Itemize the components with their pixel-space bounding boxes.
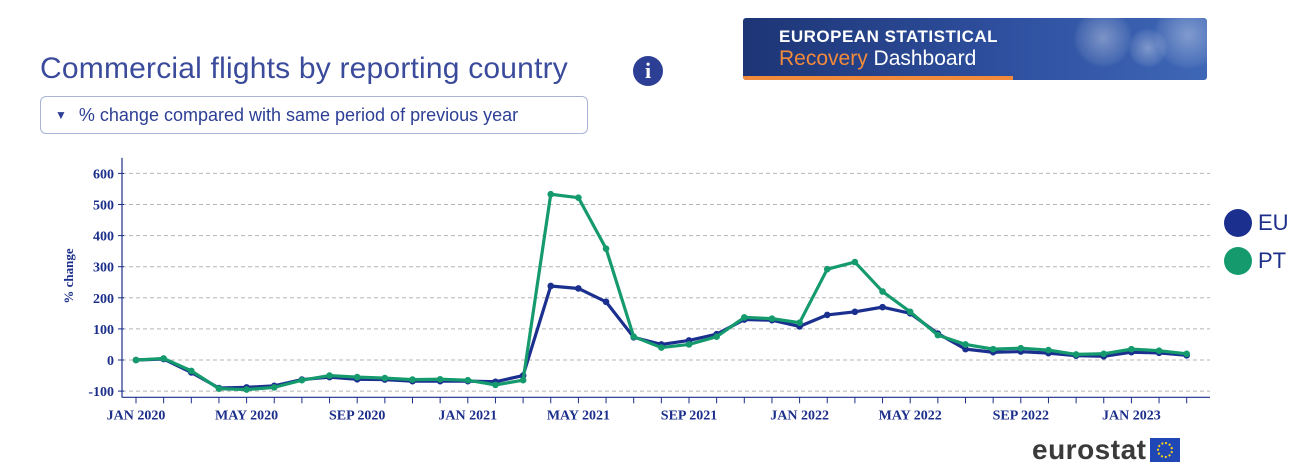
- x-tick-label: SEP 2020: [329, 408, 385, 423]
- data-point-pt[interactable]: [188, 367, 195, 375]
- virus-decoration-icon: [1128, 28, 1168, 68]
- y-tick-label: 400: [93, 230, 114, 245]
- data-point-eu[interactable]: [575, 285, 582, 292]
- legend: EU PT: [1224, 204, 1289, 280]
- data-point-pt[interactable]: [1045, 346, 1052, 354]
- page-title: Commercial flights by reporting country: [40, 52, 568, 85]
- data-point-pt[interactable]: [270, 384, 278, 391]
- data-point-eu[interactable]: [823, 311, 831, 319]
- legend-dot-icon: [1224, 247, 1252, 275]
- banner-stripe: [743, 76, 1013, 80]
- info-icon[interactable]: i: [633, 56, 663, 86]
- data-point-pt[interactable]: [989, 345, 997, 353]
- x-tick-label: JAN 2022: [770, 408, 829, 423]
- data-point-pt[interactable]: [1128, 345, 1135, 353]
- data-point-pt[interactable]: [962, 341, 969, 348]
- data-point-pt[interactable]: [160, 355, 167, 362]
- data-point-pt[interactable]: [326, 372, 333, 379]
- data-point-pt[interactable]: [823, 265, 831, 273]
- grid-lines: [122, 172, 1210, 392]
- dashboard-banner[interactable]: EUROPEAN STATISTICAL Recovery Dashboard: [743, 18, 1207, 80]
- data-point-eu[interactable]: [602, 298, 610, 306]
- banner-line1: EUROPEAN STATISTICAL: [779, 27, 999, 46]
- legend-label-pt: PT: [1258, 248, 1287, 273]
- data-point-pt[interactable]: [1155, 347, 1163, 354]
- virus-decoration-icon: [1073, 18, 1133, 68]
- x-tick-label: JAN 2021: [438, 408, 497, 423]
- data-point-pt[interactable]: [353, 373, 361, 381]
- data-point-pt[interactable]: [464, 376, 472, 384]
- data-point-pt[interactable]: [768, 315, 776, 322]
- data-point-pt[interactable]: [1100, 350, 1108, 358]
- data-point-eu[interactable]: [879, 303, 886, 311]
- dropdown-selected-value: % change compared with same period of pr…: [78, 104, 519, 125]
- data-point-eu[interactable]: [851, 308, 859, 316]
- x-tick-label: SEP 2022: [993, 408, 1049, 423]
- indicator-dropdown[interactable]: ▼ % change compared with same period of …: [40, 96, 588, 134]
- data-point-pt[interactable]: [796, 319, 803, 326]
- banner-line2: Recovery Dashboard: [779, 47, 976, 71]
- data-point-pt[interactable]: [1183, 350, 1190, 358]
- data-point-pt[interactable]: [132, 356, 140, 364]
- data-point-pt[interactable]: [851, 258, 859, 266]
- y-tick-label: 0: [107, 354, 114, 369]
- y-axis-label: % change: [61, 248, 76, 303]
- x-tick-label: MAY 2020: [215, 408, 278, 423]
- data-point-pt[interactable]: [492, 381, 499, 389]
- y-tick-label: -100: [88, 385, 114, 400]
- data-point-pt[interactable]: [906, 308, 914, 316]
- data-point-pt[interactable]: [381, 374, 389, 382]
- y-tick-label: 100: [93, 323, 114, 338]
- eurostat-logo: eurostat: [1032, 434, 1181, 466]
- banner-highlight: Recovery: [779, 47, 868, 70]
- y-tick-label: 600: [93, 167, 114, 182]
- axes: -100 0 100 200 300 400 500 600 JAN 2020 MAY 2020 S…: [88, 157, 1210, 423]
- x-tick-label: SEP 2021: [661, 408, 717, 423]
- logo-text: eurostat: [1032, 434, 1147, 465]
- data-point-pt[interactable]: [519, 376, 527, 384]
- y-tick-label: 300: [93, 261, 114, 276]
- legend-dot-icon: [1224, 209, 1252, 237]
- data-point-pt[interactable]: [1072, 351, 1080, 358]
- data-point-pt[interactable]: [215, 385, 223, 392]
- caret-down-icon: ▼: [55, 108, 67, 122]
- data-point-pt[interactable]: [934, 331, 942, 339]
- line-chart: -100 0 100 200 300 400 500 600 JAN 2020 MAY 2020 S…: [61, 157, 1210, 423]
- data-point-eu[interactable]: [547, 282, 555, 290]
- data-point-pt[interactable]: [658, 344, 665, 351]
- data-point-pt[interactable]: [1017, 344, 1025, 352]
- x-tick-label: JAN 2020: [107, 408, 166, 423]
- data-point-pt[interactable]: [575, 194, 582, 201]
- legend-label-eu: EU: [1258, 210, 1289, 235]
- series-line-eu: [135, 284, 1187, 390]
- data-point-pt[interactable]: [409, 376, 416, 383]
- data-point-pt[interactable]: [713, 333, 720, 340]
- data-point-eu[interactable]: [962, 345, 969, 353]
- data-point-pt[interactable]: [547, 190, 555, 198]
- banner-rest: Dashboard: [867, 47, 977, 70]
- legend-item-pt[interactable]: PT: [1224, 242, 1289, 280]
- chart-series: [132, 190, 1190, 393]
- data-point-pt[interactable]: [630, 333, 637, 340]
- data-point-pt[interactable]: [685, 341, 693, 348]
- data-point-pt[interactable]: [879, 288, 886, 295]
- eu-flag-icon: [1150, 438, 1181, 462]
- data-point-pt[interactable]: [436, 375, 444, 383]
- x-tick-label: MAY 2021: [547, 408, 610, 423]
- data-point-pt[interactable]: [243, 386, 250, 393]
- y-tick-label: 500: [93, 199, 114, 214]
- y-tick-label: 200: [93, 292, 114, 307]
- data-point-pt[interactable]: [741, 314, 748, 321]
- data-point-pt[interactable]: [298, 376, 306, 384]
- legend-item-eu[interactable]: EU: [1224, 204, 1289, 242]
- x-tick-label: JAN 2023: [1102, 408, 1161, 423]
- x-tick-label: MAY 2022: [879, 408, 942, 423]
- data-point-pt[interactable]: [602, 245, 610, 252]
